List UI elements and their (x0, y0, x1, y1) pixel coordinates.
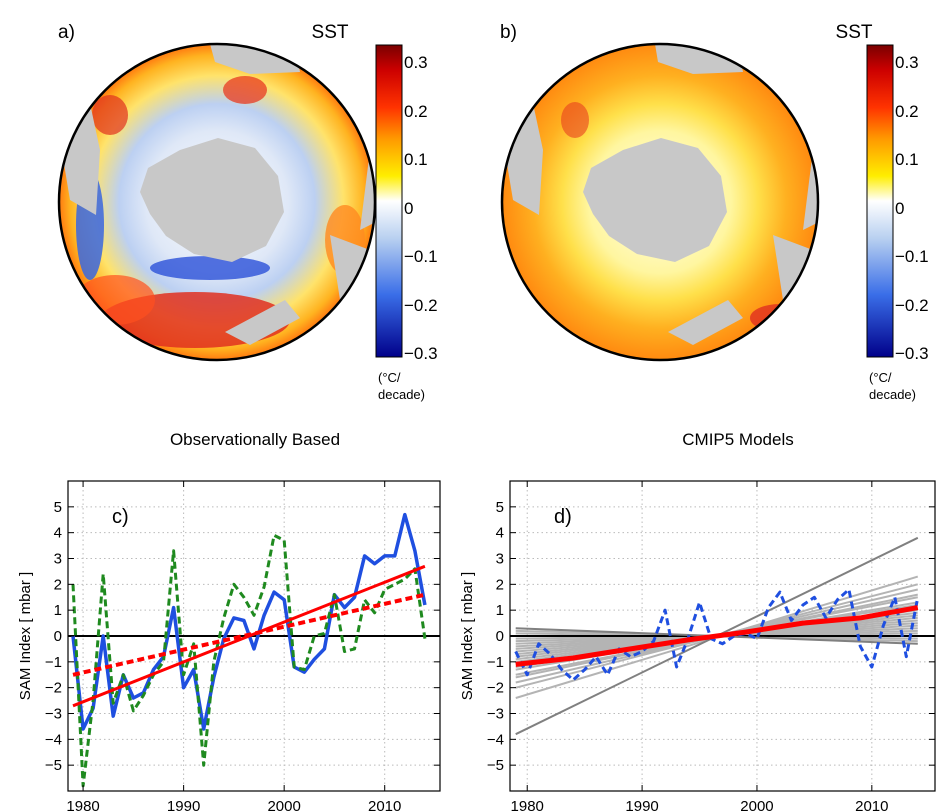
x-tick-label: 1980 (66, 798, 99, 812)
colorbar-b-tick: 0.3 (895, 53, 919, 72)
series-line (72, 592, 426, 677)
y-tick-label: −1 (487, 654, 504, 671)
colorbar-a-unit: (°C/ (378, 370, 401, 385)
colorbar-a-tick: 0.1 (404, 150, 428, 169)
y-tick-label: −3 (45, 706, 62, 723)
series-line (515, 605, 919, 667)
colorbar-a-tick: −0.1 (404, 247, 438, 266)
y-axis-label: SAM Index [ mbar ] (459, 572, 476, 700)
y-tick-label: 4 (496, 525, 504, 542)
panel-a: a) SST 0.3 0.2 0.1 0 −0.1 −0.2 (57, 22, 438, 449)
panel-a-colorbar: 0.3 0.2 0.1 0 −0.1 −0.2 −0.3 (°C/ decade… (375, 44, 438, 402)
y-tick-label: 0 (496, 628, 504, 645)
x-tick-label: 2010 (855, 798, 888, 812)
panel-b-caption: CMIP5 Models (682, 430, 793, 449)
colorbar-a-tick: 0.2 (404, 102, 428, 121)
panel-a-map (59, 44, 375, 360)
y-tick-label: 3 (54, 551, 62, 568)
panel-label: c) (112, 506, 129, 528)
panel-c-chart: 1980 1990 2000 2010 −5 −4 −3 −2 −1 0 1 2 3 4 5 SAM Inde… (17, 480, 441, 812)
colorbar-a-tick: −0.2 (404, 296, 438, 315)
y-tick-label: −5 (45, 757, 62, 774)
colorbar-a-unit: decade) (378, 387, 425, 402)
panel-b: b) SST 0.3 0.2 0.1 0 −0.1 −0.2 −0.3 (°C/… (500, 22, 929, 449)
x-tick-label: 1980 (511, 798, 544, 812)
y-tick-label: 1 (496, 602, 504, 619)
colorbar-b-tick: 0 (895, 199, 904, 218)
panel-b-label: b) (500, 22, 517, 43)
y-tick-label: 4 (54, 525, 62, 542)
panel-d-chart: 1980 1990 2000 2010 −5 −4 −3 −2 −1 0 1 2 3 4 5 SAM Inde… (459, 480, 936, 812)
x-tick-label: 2000 (740, 798, 773, 812)
colorbar-b-tick: −0.3 (895, 344, 929, 363)
panel-b-title: SST (836, 22, 873, 43)
colorbar-b-tick: −0.1 (895, 247, 929, 266)
y-tick-label: 2 (54, 576, 62, 593)
series-line (514, 588, 920, 682)
panel-b-map (502, 44, 818, 360)
colorbar-a-tick: 0.3 (404, 53, 428, 72)
colorbar-b-unit: decade) (869, 387, 916, 402)
panel-a-title: SST (312, 22, 349, 43)
y-tick-label: 5 (496, 499, 504, 516)
y-tick-label: −2 (487, 680, 504, 697)
x-tick-label: 1990 (625, 798, 658, 812)
colorbar-b-tick: 0.1 (895, 150, 919, 169)
colorbar-a-tick: 0 (404, 199, 413, 218)
panel-a-caption: Observationally Based (170, 430, 340, 449)
y-tick-label: 5 (54, 499, 62, 516)
colorbar-b-tick: −0.2 (895, 296, 929, 315)
y-tick-label: −4 (487, 731, 504, 748)
x-tick-label: 1990 (167, 798, 200, 812)
panel-a-label: a) (58, 22, 75, 43)
colorbar-b-unit: (°C/ (869, 370, 892, 385)
y-tick-label: 1 (54, 602, 62, 619)
x-tick-label: 2000 (267, 798, 300, 812)
y-axis-label: SAM Index [ mbar ] (17, 572, 34, 700)
y-tick-label: −1 (45, 654, 62, 671)
y-tick-label: −3 (487, 706, 504, 723)
x-tick-label: 2010 (368, 798, 401, 812)
y-tick-label: 0 (54, 628, 62, 645)
y-tick-label: −4 (45, 731, 62, 748)
colorbar-a-tick: −0.3 (404, 344, 438, 363)
panel-b-colorbar: 0.3 0.2 0.1 0 −0.1 −0.2 −0.3 (°C/ decade… (866, 44, 929, 402)
panel-label: d) (554, 506, 572, 528)
y-tick-label: 2 (496, 576, 504, 593)
y-tick-label: 3 (496, 551, 504, 568)
colorbar-b-tick: 0.2 (895, 102, 919, 121)
y-tick-label: −2 (45, 680, 62, 697)
series-line (71, 533, 427, 788)
y-tick-label: −5 (487, 757, 504, 774)
